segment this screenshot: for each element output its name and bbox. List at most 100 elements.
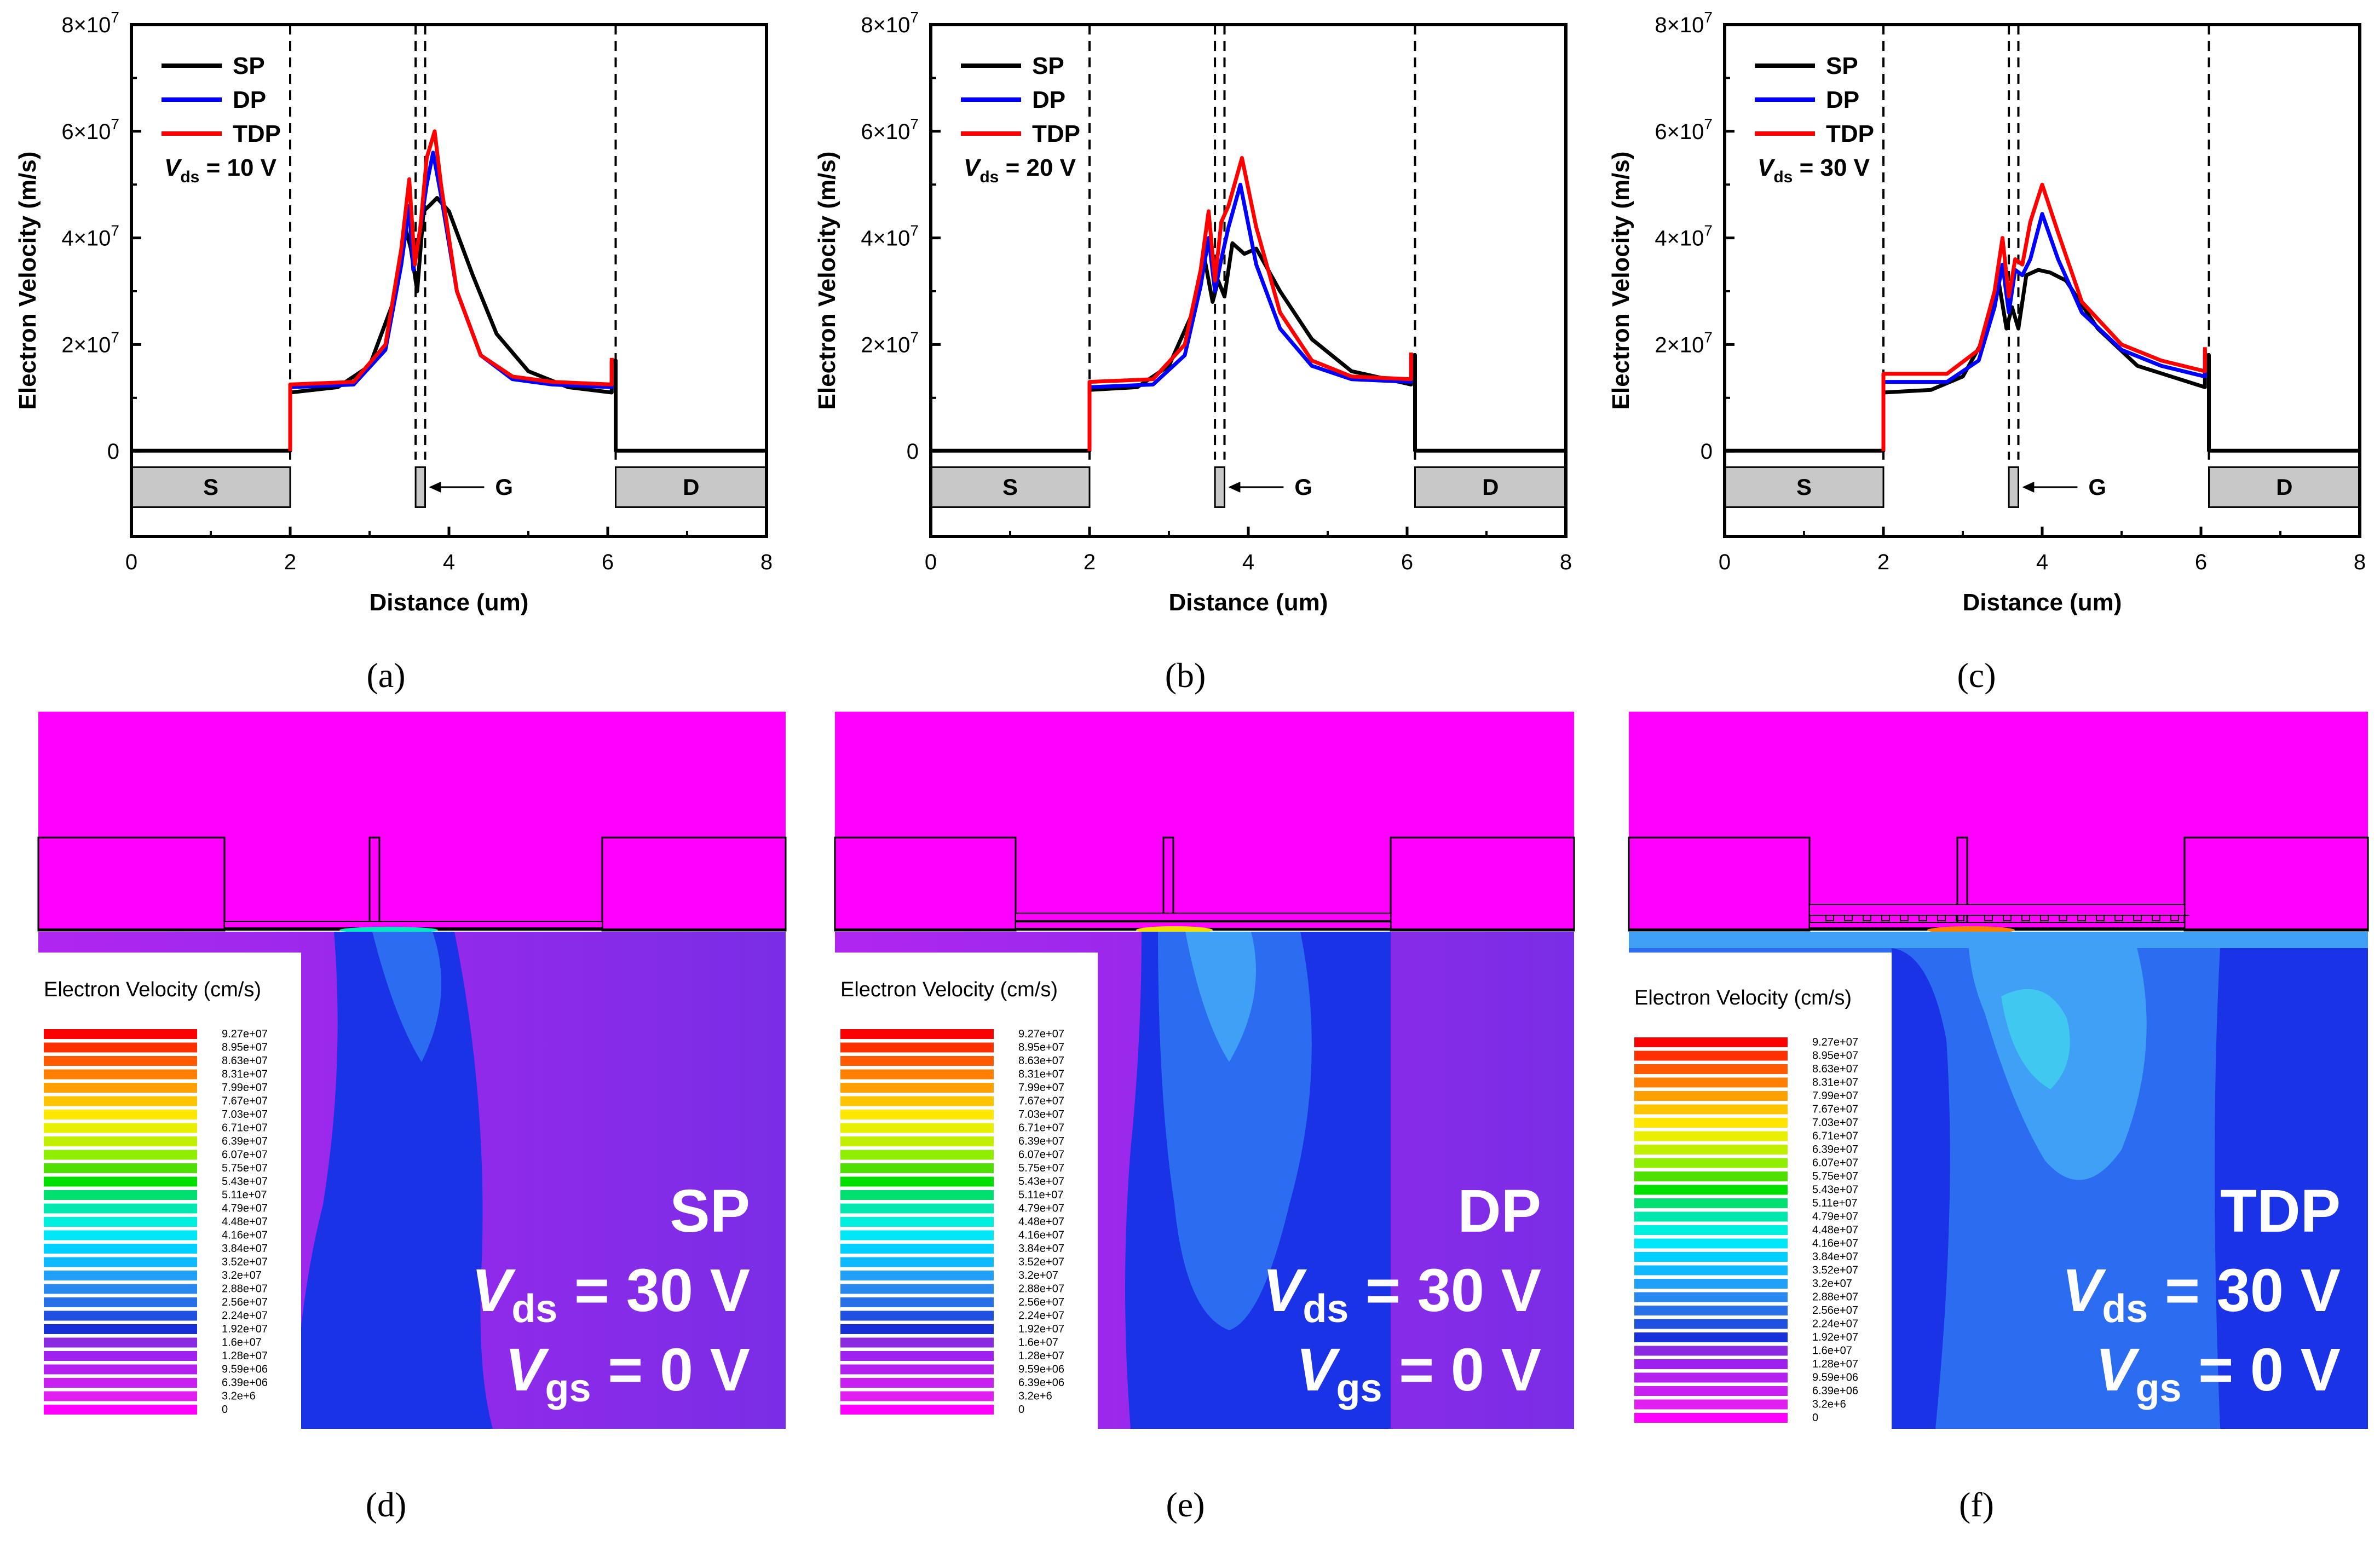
colorbar-swatch [44, 1351, 197, 1361]
colorbar-level: 8.31e+07 [1812, 1077, 1858, 1089]
electrode-label-g: G [1294, 474, 1312, 500]
colorbar-level: 1.6e+07 [222, 1337, 262, 1349]
x-axis-label: Distance (um) [1963, 589, 2122, 616]
colorbar-swatch [1634, 1413, 1788, 1423]
colorbar-level: 3.2e+07 [1812, 1278, 1852, 1290]
colorbar-level: 2.88e+07 [222, 1283, 268, 1295]
colorbar-level: 6.07e+07 [1812, 1157, 1858, 1169]
contour-e: Electron Velocity (cm/s) 9.27e+07 8.95e+0… [834, 712, 1575, 1434]
colorbar-level: 1.92e+07 [222, 1323, 268, 1335]
plot-frame [1723, 23, 2361, 538]
colorbar-level: 2.56e+07 [222, 1296, 268, 1308]
colorbar-level: 7.67e+07 [1812, 1104, 1858, 1116]
x-axis-label: Distance (um) [370, 589, 529, 616]
colorbar-swatch [1634, 1319, 1788, 1329]
colorbar-level: 1.6e+07 [1812, 1345, 1852, 1357]
source-electrode [930, 466, 1091, 508]
chart-b: S D G 0 2 4 6 8 0 2×107 4×107 6×107 8×107 Distance (u… [814, 9, 1572, 616]
colorbar-swatch [840, 1324, 994, 1334]
colorbar-swatch [44, 1324, 197, 1334]
colorbar-swatch [44, 1203, 197, 1214]
colorbar-swatch [44, 1391, 197, 1401]
x-tick-label: 4 [1242, 550, 1254, 574]
panel-label-f: (f) [1959, 1485, 1994, 1524]
colorbar-swatch [840, 1257, 994, 1267]
colorbar-swatch [1634, 1399, 1788, 1410]
colorbar-level: 1.92e+07 [1018, 1323, 1064, 1335]
x-tick-label: 6 [2195, 550, 2207, 574]
colorbar: 9.27e+07 8.95e+078.63e+07 8.31e+077.99e+07… [840, 1028, 1064, 1416]
y-tick-label: 6×107 [61, 116, 119, 144]
colorbar-swatch [1634, 1077, 1788, 1088]
y-tick-label: 0 [907, 440, 919, 464]
contour-d: Electron Velocity (cm/s) 9.27e+07 8.95e+0… [37, 712, 787, 1434]
colorbar-level: 5.75e+07 [222, 1162, 268, 1174]
series-sp [1725, 268, 2360, 453]
x-tick-label: 6 [1401, 550, 1413, 574]
colorbar-level: 1.92e+07 [1812, 1331, 1858, 1343]
series-tdp [1881, 182, 2207, 452]
panel-label-d: (d) [366, 1485, 407, 1524]
colorbar-level: 4.79e+07 [222, 1203, 268, 1215]
colorbar-level: 2.24e+07 [1018, 1310, 1064, 1322]
colorbar-swatch [840, 1230, 994, 1240]
series-sp [931, 241, 1566, 453]
y-axis-label: Electron Velocity (m/s) [14, 152, 41, 410]
colorbar-swatch [840, 1042, 994, 1053]
colorbar-swatch [840, 1176, 994, 1187]
colorbar-level: 1.28e+07 [1812, 1358, 1858, 1370]
legend-label-dp: DP [1826, 86, 1859, 113]
y-tick-label: 4×107 [861, 222, 919, 251]
y-axis-label: Electron Velocity (m/s) [1607, 152, 1634, 410]
electrode-label-d: D [683, 474, 699, 500]
gate-electrode [1214, 466, 1225, 508]
x-tick-label: 0 [125, 550, 137, 574]
colorbar-swatch [1634, 1131, 1788, 1141]
colorbar-level: 9.27e+07 [222, 1028, 268, 1040]
legend-label-tdp: TDP [1032, 120, 1080, 147]
colorbar-swatch [1634, 1185, 1788, 1195]
colorbar-level: 4.16e+07 [1812, 1238, 1858, 1250]
colorbar-swatch [1634, 1051, 1788, 1061]
field-plate-top [1809, 904, 2185, 916]
structure-label: DP [1457, 1178, 1541, 1245]
deep-blue-left [1892, 948, 1950, 1429]
trench-pattern [1815, 915, 2189, 921]
contour-f: Electron Velocity (cm/s) 9.27e+07 8.95e+0… [1628, 712, 2369, 1434]
colorbar-swatch [44, 1150, 197, 1160]
colorbar-level: 3.52e+07 [1812, 1265, 1858, 1277]
x-tick-label: 4 [2036, 550, 2048, 574]
panel-label-e: (e) [1166, 1485, 1205, 1524]
structure-label: TDP [2220, 1178, 2341, 1245]
colorbar-level: 8.31e+07 [1018, 1069, 1064, 1081]
colorbar-swatch [1634, 1091, 1788, 1101]
colorbar-level: 1.6e+07 [1018, 1337, 1058, 1349]
colorbar-swatch [1634, 1386, 1788, 1396]
midblue-plume [1158, 932, 1312, 1330]
electrode-label-s: S [1796, 474, 1812, 500]
colorbar-swatch [1634, 1292, 1788, 1302]
colorbar-swatch [840, 1391, 994, 1401]
colorbar-level: 6.07e+07 [1018, 1149, 1064, 1161]
colorbar-swatch [840, 1163, 994, 1173]
y-tick-label: 0 [1701, 440, 1713, 464]
colorbar-level: 2.88e+07 [1812, 1291, 1858, 1303]
series-tdp [1087, 156, 1413, 452]
colorbar-swatch [840, 1069, 994, 1080]
colorbar-swatch [1634, 1238, 1788, 1249]
colorbar-swatch [44, 1244, 197, 1254]
plot-frame [929, 23, 1568, 538]
colorbar-level: 8.95e+07 [1018, 1042, 1064, 1054]
source-electrode [130, 466, 291, 508]
colorbar-swatch [1634, 1265, 1788, 1275]
vgs-label: Vgs = 0 V [505, 1336, 750, 1410]
legend-label-tdp: TDP [233, 120, 281, 147]
y-tick-label: 8×107 [61, 9, 119, 37]
colorbar-swatch [840, 1123, 994, 1133]
colorbar-level: 8.63e+07 [1812, 1063, 1858, 1075]
colorbar-swatch [840, 1136, 994, 1146]
source-pad [1628, 836, 1811, 932]
colorbar-swatch [44, 1136, 197, 1146]
series-tdp [288, 129, 614, 452]
colorbar-title: Electron Velocity (cm/s) [1634, 986, 1852, 1009]
